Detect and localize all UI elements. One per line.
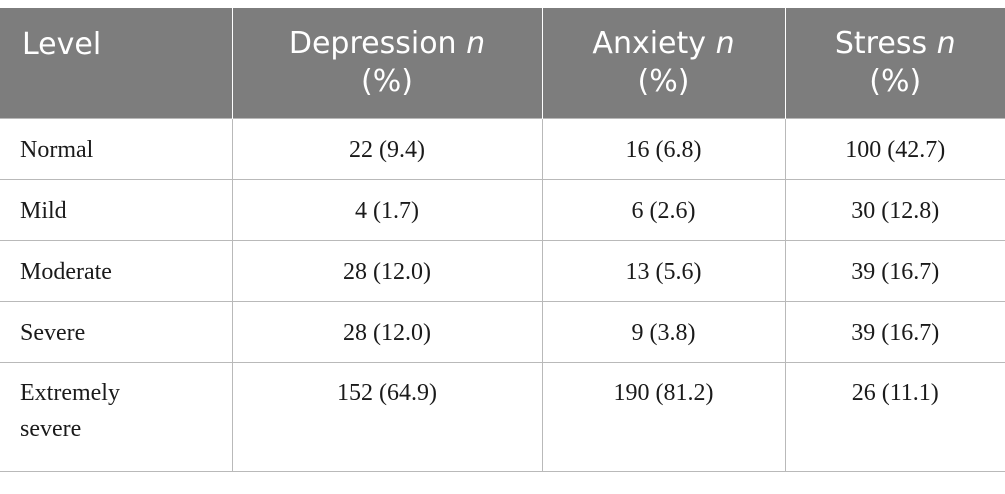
header-anxiety-unit: (%) — [637, 63, 690, 99]
cell-depression: 28 (12.0) — [231, 300, 543, 363]
header-depression-label: Depression — [288, 25, 467, 61]
header-depression: Depression n (%) — [231, 8, 542, 118]
cell-stress: 30 (12.8) — [784, 178, 1005, 241]
header-stress-n: n — [936, 25, 956, 61]
header-stress-unit: (%) — [869, 63, 922, 99]
cell-anxiety: 9 (3.8) — [541, 300, 786, 363]
header-anxiety: Anxiety n (%) — [541, 8, 785, 118]
cell-anxiety: 13 (5.6) — [541, 239, 786, 302]
cell-anxiety: 6 (2.6) — [541, 178, 786, 241]
table-row: Moderate 28 (12.0) 13 (5.6) 39 (16.7) — [0, 239, 1005, 302]
cell-anxiety: 16 (6.8) — [541, 117, 786, 180]
cell-depression: 152 (64.9) — [231, 361, 543, 472]
header-anxiety-line1: Anxiety n — [543, 25, 785, 63]
cell-stress: 100 (42.7) — [784, 117, 1005, 180]
cell-depression: 4 (1.7) — [231, 178, 543, 241]
header-level-label: Level — [22, 27, 102, 62]
table-body: Normal 22 (9.4) 16 (6.8) 100 (42.7) Mild… — [0, 117, 1005, 472]
header-depression-unit: (%) — [361, 63, 413, 99]
table-row: Extremely severe 152 (64.9) 190 (81.2) 2… — [0, 361, 1005, 472]
header-stress-label: Stress — [834, 25, 937, 61]
cell-stress: 26 (11.1) — [784, 361, 1005, 472]
header-anxiety-label: Anxiety — [592, 25, 716, 61]
table-header: Level Depression n (%) Anxiety n (%) Str… — [0, 8, 1005, 118]
header-anxiety-n: n — [715, 25, 735, 61]
cell-level: Moderate — [0, 239, 233, 302]
cell-depression: 28 (12.0) — [231, 239, 543, 302]
dass-levels-table: Level Depression n (%) Anxiety n (%) Str… — [0, 8, 1005, 472]
cell-anxiety: 190 (81.2) — [541, 361, 786, 472]
table-row: Severe 28 (12.0) 9 (3.8) 39 (16.7) — [0, 300, 1005, 363]
cell-depression: 22 (9.4) — [231, 117, 543, 180]
cell-level: Normal — [0, 117, 233, 180]
cell-level: Severe — [0, 300, 233, 363]
header-row: Level Depression n (%) Anxiety n (%) Str… — [0, 8, 1005, 118]
cell-level: Mild — [0, 178, 233, 241]
header-depression-n: n — [466, 25, 486, 61]
cell-stress: 39 (16.7) — [784, 300, 1005, 363]
header-stress-line1: Stress n — [786, 25, 1005, 63]
table-row: Mild 4 (1.7) 6 (2.6) 30 (12.8) — [0, 178, 1005, 241]
cell-level: Extremely severe — [0, 361, 233, 472]
cell-stress: 39 (16.7) — [784, 239, 1005, 302]
header-level: Level — [0, 8, 232, 118]
table-row: Normal 22 (9.4) 16 (6.8) 100 (42.7) — [0, 117, 1005, 180]
header-stress: Stress n (%) — [784, 8, 1005, 118]
header-depression-line1: Depression n — [233, 25, 542, 63]
